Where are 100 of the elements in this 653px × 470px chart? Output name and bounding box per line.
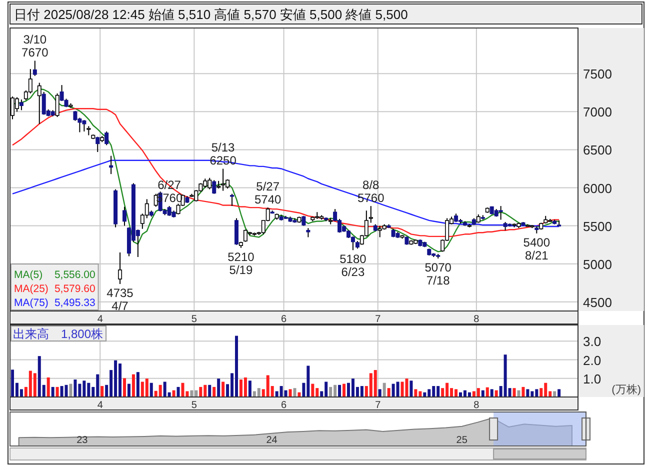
bar [400, 382, 404, 397]
bar [553, 391, 556, 397]
chart-title: 日付 2025/08/28 12:45 始値 5,510 高値 5,570 安値 5,500 終値 5,500 [14, 7, 408, 22]
candlestick [14, 96, 19, 112]
x-tick-label: 6 [281, 400, 287, 411]
annotation: 5,579.60 [54, 283, 96, 295]
bar [64, 384, 68, 397]
bar [257, 388, 260, 397]
bar [481, 390, 484, 397]
candlestick [122, 206, 126, 226]
bar [222, 382, 225, 397]
bar [208, 384, 212, 397]
x-tick-label: 8 [474, 314, 480, 325]
bar [181, 382, 184, 397]
candlestick [306, 228, 310, 238]
candlestick [73, 110, 78, 122]
x-tick-label: 24 [266, 435, 278, 446]
x-tick-label: 6 [281, 314, 287, 325]
bar [172, 390, 176, 397]
candlestick [37, 82, 42, 124]
y-tick-label: 6500 [583, 142, 612, 158]
bar [329, 386, 332, 397]
bar [293, 388, 296, 397]
annotation: 4735 4/7 [106, 286, 134, 313]
bar [69, 384, 72, 397]
text: MA(5) [14, 269, 43, 281]
x-tick-label: 4 [97, 400, 104, 411]
y-tick-label: 3.0 [583, 334, 602, 350]
bar [512, 388, 516, 397]
bar [56, 386, 59, 397]
bar [522, 386, 525, 397]
candlestick [221, 168, 226, 192]
y-tick-label: 5500 [583, 218, 612, 234]
candlestick [118, 252, 122, 284]
bar [476, 388, 480, 397]
bar [123, 378, 126, 397]
annotation: 5210 5/19 [228, 250, 255, 277]
bar [342, 384, 346, 397]
bar [311, 384, 314, 397]
x-tick-label: 23 [76, 435, 88, 446]
bar [284, 390, 288, 397]
annotation: 5180 6/23 [340, 252, 367, 280]
bar [374, 370, 377, 397]
y-tick-label: 2.0 [583, 352, 602, 368]
y-tick-label: 1.0 [583, 371, 602, 386]
bar [410, 380, 413, 397]
bar [526, 389, 530, 397]
bar [494, 390, 498, 397]
annotation: 5,556.00 [54, 269, 96, 281]
candlestick [498, 206, 503, 220]
annotation: 5400 8/21 [523, 235, 550, 262]
bar [360, 386, 364, 397]
bar [248, 380, 252, 397]
bar [405, 378, 408, 397]
bar [387, 388, 390, 397]
bar [486, 387, 489, 397]
annotation: 5,495.33 [54, 297, 96, 309]
annotation: 3/10 7670 [22, 32, 49, 60]
bar [145, 378, 148, 397]
candlestick [109, 155, 114, 175]
bar [212, 386, 216, 397]
annotation: 5/27 5740 [254, 180, 282, 207]
x-tick-label: 5 [191, 314, 198, 325]
y-tick-label: 7500 [583, 66, 612, 82]
x-tick-label: 7 [375, 400, 382, 411]
annotation: 出来高 1,800株 [13, 327, 104, 341]
x-tick-label: 4 [97, 314, 104, 325]
y-tick-label: 4500 [583, 294, 612, 310]
bar [150, 382, 153, 397]
candlestick [55, 92, 60, 118]
y-tick-label: 6000 [583, 180, 612, 196]
text: MA(25) [14, 283, 48, 295]
candlestick [19, 99, 24, 111]
bar [378, 389, 382, 397]
bar [288, 389, 292, 397]
bar [74, 380, 77, 397]
bar [33, 373, 36, 397]
bar [190, 390, 194, 397]
bar [158, 384, 162, 397]
bar [100, 386, 104, 397]
bar [396, 382, 400, 397]
bar [217, 378, 220, 397]
x-tick-label: 5 [191, 400, 198, 411]
bar [517, 390, 520, 397]
bar [136, 372, 140, 397]
candlestick [368, 206, 373, 224]
candlestick [86, 126, 91, 136]
candlestick [230, 193, 234, 207]
bar [558, 389, 561, 397]
x-tick-label: 7 [375, 314, 382, 325]
bar [132, 374, 135, 397]
bar [199, 386, 202, 397]
bar [490, 389, 494, 397]
y-tick-label: 5000 [583, 256, 612, 272]
bar [338, 384, 342, 397]
bar [414, 389, 418, 397]
bar [176, 386, 180, 397]
y-tick-label: 7000 [583, 104, 612, 120]
bar [382, 382, 386, 397]
candlestick [32, 60, 37, 76]
